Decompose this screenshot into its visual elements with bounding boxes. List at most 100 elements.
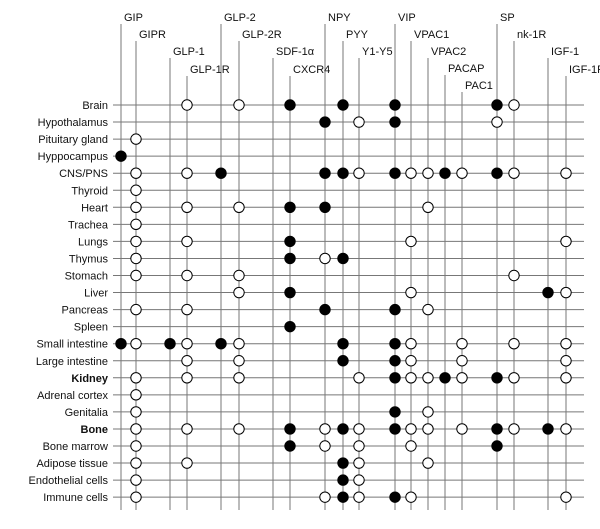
filled-marker-immune-cells-vip [389, 491, 401, 503]
filled-marker-hypothalamus-vip [389, 116, 401, 128]
hollow-marker-thyroid-gipr [130, 184, 142, 196]
hollow-marker-liver-igf-1r [560, 286, 572, 299]
column-label-pyy: PYY [346, 29, 369, 41]
column-label-glp-1: GLP-1 [173, 46, 205, 58]
hollow-marker-kidney-vpac1 [405, 372, 417, 384]
filled-marker-small-intestine-glp-1 [164, 338, 176, 350]
row-label-cns-pns: CNS/PNS [59, 168, 108, 180]
hollow-marker-thymus-gipr [130, 252, 142, 265]
row-label-thymus: Thymus [69, 253, 109, 265]
hollow-marker-small-intestine-vpac1 [405, 338, 417, 350]
filled-marker-cns-pns-pyy [337, 167, 349, 179]
row-label-heart: Heart [81, 202, 108, 214]
hollow-marker-kidney-vpac2 [422, 372, 434, 384]
hollow-marker-immune-cells-gipr [130, 491, 142, 503]
filled-marker-cns-pns-pacap [439, 167, 451, 179]
expression-markers [115, 99, 572, 503]
hollow-marker-stomach-nk-1r [508, 269, 520, 282]
hollow-marker-cns-pns-gipr [130, 167, 142, 179]
column-label-vip: VIP [398, 12, 416, 24]
hollow-marker-kidney-glp-2r [233, 372, 245, 384]
hollow-marker-lungs-igf-1r [560, 235, 572, 248]
row-label-trachea: Trachea [68, 219, 109, 231]
hollow-marker-bone-glp-1r [181, 423, 193, 435]
hollow-marker-cns-pns-glp-1r [181, 167, 193, 179]
hollow-marker-adipose-tissue-vpac2 [422, 457, 434, 469]
hollow-marker-heart-glp-1r [181, 201, 193, 214]
filled-marker-large-intestine-vip [389, 355, 401, 367]
hollow-marker-liver-glp-2r [233, 286, 245, 299]
column-label-npy: NPY [328, 12, 351, 24]
row-label-stomach: Stomach [65, 271, 108, 283]
hollow-marker-stomach-glp-2r [233, 269, 245, 282]
filled-marker-genitalia-vip [389, 406, 401, 418]
filled-marker-bone-cxcr4 [284, 423, 296, 435]
column-label-pac1: PAC1 [465, 80, 493, 92]
column-label-igf-1: IGF-1 [551, 46, 579, 58]
hollow-marker-stomach-gipr [130, 269, 142, 282]
filled-marker-large-intestine-pyy [337, 355, 349, 367]
hollow-marker-small-intestine-igf-1r [560, 338, 572, 350]
row-label-endothelial-cells: Endothelial cells [29, 475, 109, 487]
hollow-marker-immune-cells-npy [319, 491, 331, 503]
hollow-marker-heart-vpac2 [422, 201, 434, 214]
hollow-marker-cns-pns-pac1 [456, 167, 468, 179]
hollow-marker-small-intestine-glp-2r [233, 338, 245, 350]
hollow-marker-pituitary-gland-gipr [130, 133, 142, 145]
column-label-gipr: GIPR [139, 29, 166, 41]
row-label-bone: Bone [81, 424, 109, 436]
filled-marker-bone-marrow-cxcr4 [284, 440, 296, 452]
filled-marker-brain-cxcr4 [284, 99, 296, 111]
column-label-glp-2r: GLP-2R [242, 29, 282, 41]
row-label-immune-cells: Immune cells [43, 492, 108, 504]
filled-marker-lungs-cxcr4 [284, 235, 296, 248]
hollow-marker-immune-cells-igf-1r [560, 491, 572, 503]
hollow-marker-bone-nk-1r [508, 423, 520, 435]
hollow-marker-bone-y1-y5 [353, 423, 365, 435]
hollow-marker-lungs-glp-1r [181, 235, 193, 248]
filled-marker-adipose-tissue-pyy [337, 457, 349, 469]
filled-marker-brain-vip [389, 99, 401, 111]
hollow-marker-immune-cells-y1-y5 [353, 491, 365, 503]
column-label-sdf-1: SDF-1α [276, 46, 315, 58]
row-label-large-intestine: Large intestine [36, 356, 108, 368]
column-lines [120, 24, 567, 510]
hollow-marker-kidney-nk-1r [508, 372, 520, 384]
hollow-marker-liver-vpac1 [405, 286, 417, 299]
hollow-marker-small-intestine-glp-1r [181, 338, 193, 350]
hollow-marker-immune-cells-vpac1 [405, 491, 417, 503]
hollow-marker-adipose-tissue-gipr [130, 457, 142, 469]
column-labels: GIP GIPR GLP-1 GLP-1R GLP-2 GLP-2R SDF-1α CXCR4… [124, 12, 600, 92]
column-label-nk-1r: nk-1R [517, 29, 546, 41]
hollow-marker-brain-glp-2r [233, 99, 245, 111]
hollow-marker-heart-glp-2r [233, 201, 245, 214]
hollow-marker-pancreas-vpac2 [422, 303, 434, 316]
row-label-pancreas: Pancreas [62, 305, 109, 317]
filled-marker-spleen-cxcr4 [284, 320, 296, 333]
filled-marker-kidney-vip [389, 372, 401, 384]
row-label-lungs: Lungs [78, 236, 108, 248]
row-lines [113, 104, 584, 498]
filled-marker-small-intestine-gip [115, 338, 127, 350]
filled-marker-heart-cxcr4 [284, 201, 296, 214]
row-label-hypothalamus: Hypothalamus [38, 117, 109, 129]
hollow-marker-cns-pns-y1-y5 [353, 167, 365, 179]
hollow-marker-large-intestine-vpac1 [405, 355, 417, 367]
hollow-marker-bone-igf-1r [560, 423, 572, 435]
row-label-adrenal-cortex: Adrenal cortex [37, 390, 108, 402]
filled-marker-pancreas-vip [389, 303, 401, 316]
hollow-marker-kidney-gipr [130, 372, 142, 384]
filled-marker-endothelial-cells-pyy [337, 474, 349, 486]
column-label-igf-1r: IGF-1R [569, 64, 600, 76]
filled-marker-small-intestine-vip [389, 338, 401, 350]
hollow-marker-pancreas-gipr [130, 303, 142, 316]
hollow-marker-bone-marrow-y1-y5 [353, 440, 365, 452]
hollow-marker-small-intestine-gipr [130, 338, 142, 350]
hollow-marker-genitalia-vpac2 [422, 406, 434, 418]
column-label-sp: SP [500, 12, 515, 24]
hollow-marker-pancreas-glp-1r [181, 303, 193, 316]
column-label-cxcr4: CXCR4 [293, 64, 330, 76]
hollow-marker-small-intestine-nk-1r [508, 338, 520, 350]
row-label-hyppocampus: Hyppocampus [38, 151, 109, 163]
